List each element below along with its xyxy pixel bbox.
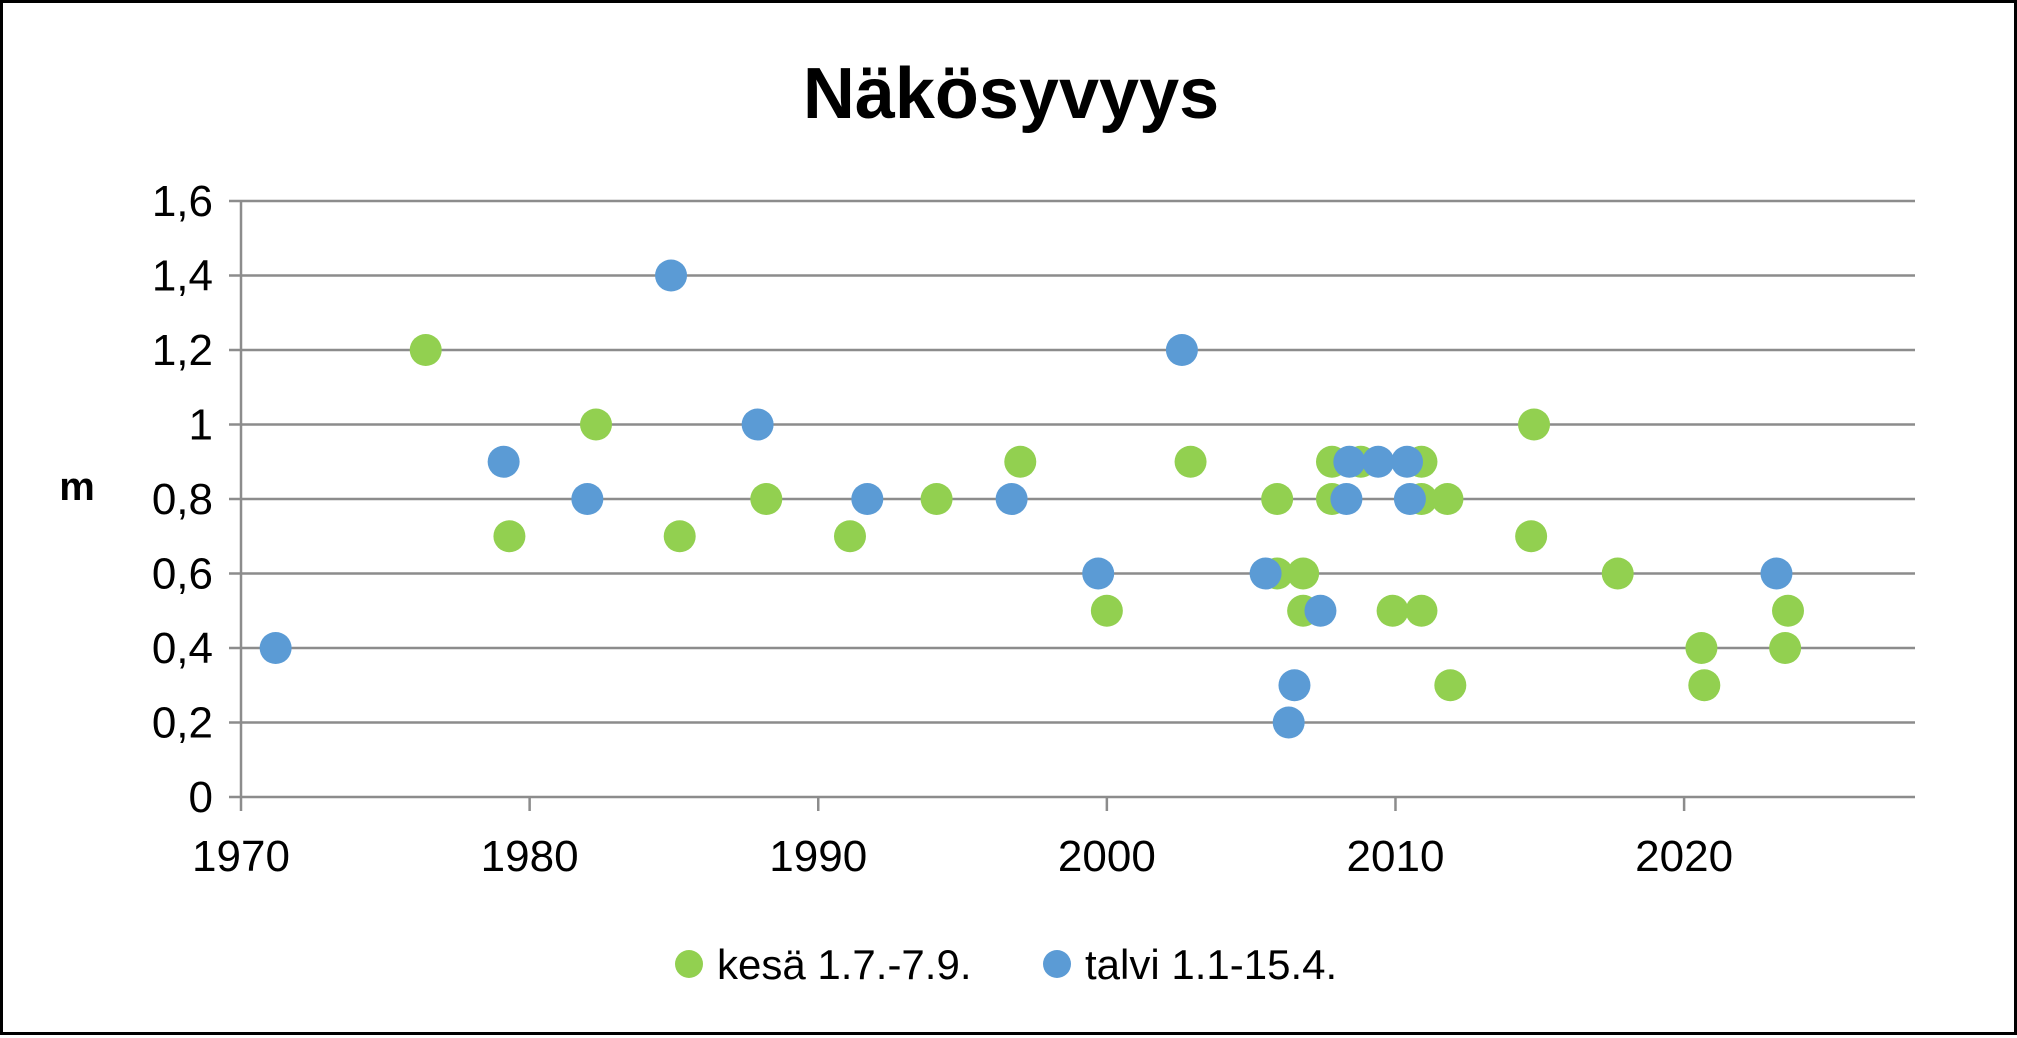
axes [229,199,1915,811]
x-tick-label: 2010 [1347,832,1445,881]
data-point [1249,557,1282,590]
data-point [1434,669,1467,702]
data-point [1333,445,1366,478]
data-point [995,483,1028,515]
y-tick-label: 1,2 [152,326,213,375]
data-point [1515,520,1548,553]
data-point [1405,594,1438,627]
data-point [1330,483,1363,515]
x-tick-label: 2000 [1058,832,1156,881]
gridlines [241,199,1915,724]
data-point [1287,557,1320,590]
data-point [1165,334,1198,366]
y-tick-label: 0,6 [152,550,213,599]
legend: kesä 1.7.-7.9. talvi 1.1-15.4. [675,941,1337,988]
legend-label: talvi 1.1-15.4. [1085,941,1337,988]
y-tick-label: 0,2 [152,699,213,748]
x-tick-label: 1970 [192,832,290,881]
data-point [750,483,783,515]
y-axis-label: m [59,465,95,509]
data-point [1004,445,1037,478]
data-point [1601,557,1634,590]
x-tick-label: 1990 [769,832,867,881]
y-tick-label: 1,4 [152,252,213,301]
y-tick-label: 0,4 [152,624,213,673]
data-point [259,632,292,664]
data-point [920,483,953,515]
data-point [1518,408,1551,441]
data-point [1685,632,1718,664]
x-tick-label: 1980 [481,832,579,881]
y-tick-label: 0,8 [152,475,213,524]
data-points [259,259,1805,739]
data-point [1090,594,1123,627]
data-point [1391,445,1424,478]
data-point [655,259,688,292]
data-point [1688,669,1721,702]
series-2 [259,259,1793,739]
series-1 [409,334,1805,702]
data-point [663,520,696,553]
data-point [1261,483,1294,515]
y-tick-label: 0 [189,773,213,822]
y-tick-label: 1,6 [152,177,213,226]
data-point [1362,445,1395,478]
data-point [1772,594,1805,627]
data-point [851,483,884,515]
data-point [571,483,604,515]
data-point [1431,483,1464,515]
data-point [1393,483,1426,515]
data-point [487,445,520,478]
x-tick-label: 2020 [1635,832,1733,881]
legend-marker [675,950,703,978]
x-axis-tick-labels: 1970 1980 1990 2000 2010 2020 [192,832,1733,881]
data-point [1082,557,1115,590]
data-point [580,408,613,441]
data-point [493,520,526,553]
data-point [1760,557,1793,590]
data-point [1376,594,1409,627]
data-point [1272,706,1305,739]
data-point [741,408,774,441]
data-point [409,334,442,366]
data-point [833,520,866,553]
legend-marker [1043,950,1071,978]
chart-title: Näkösyvyys [803,54,1219,134]
data-point [1174,445,1207,478]
data-point [1304,594,1337,627]
data-point [1769,632,1802,664]
y-tick-label: 1 [189,401,213,450]
data-point [1278,669,1311,702]
y-axis-tick-labels: 0 0,2 0,4 0,6 0,8 1 1,2 1,4 1,6 [152,177,213,822]
legend-label: kesä 1.7.-7.9. [717,941,971,988]
scatter-chart: Näkösyvyys 00,20,40,60,811,21,41,6 1970 1… [59,54,1915,988]
